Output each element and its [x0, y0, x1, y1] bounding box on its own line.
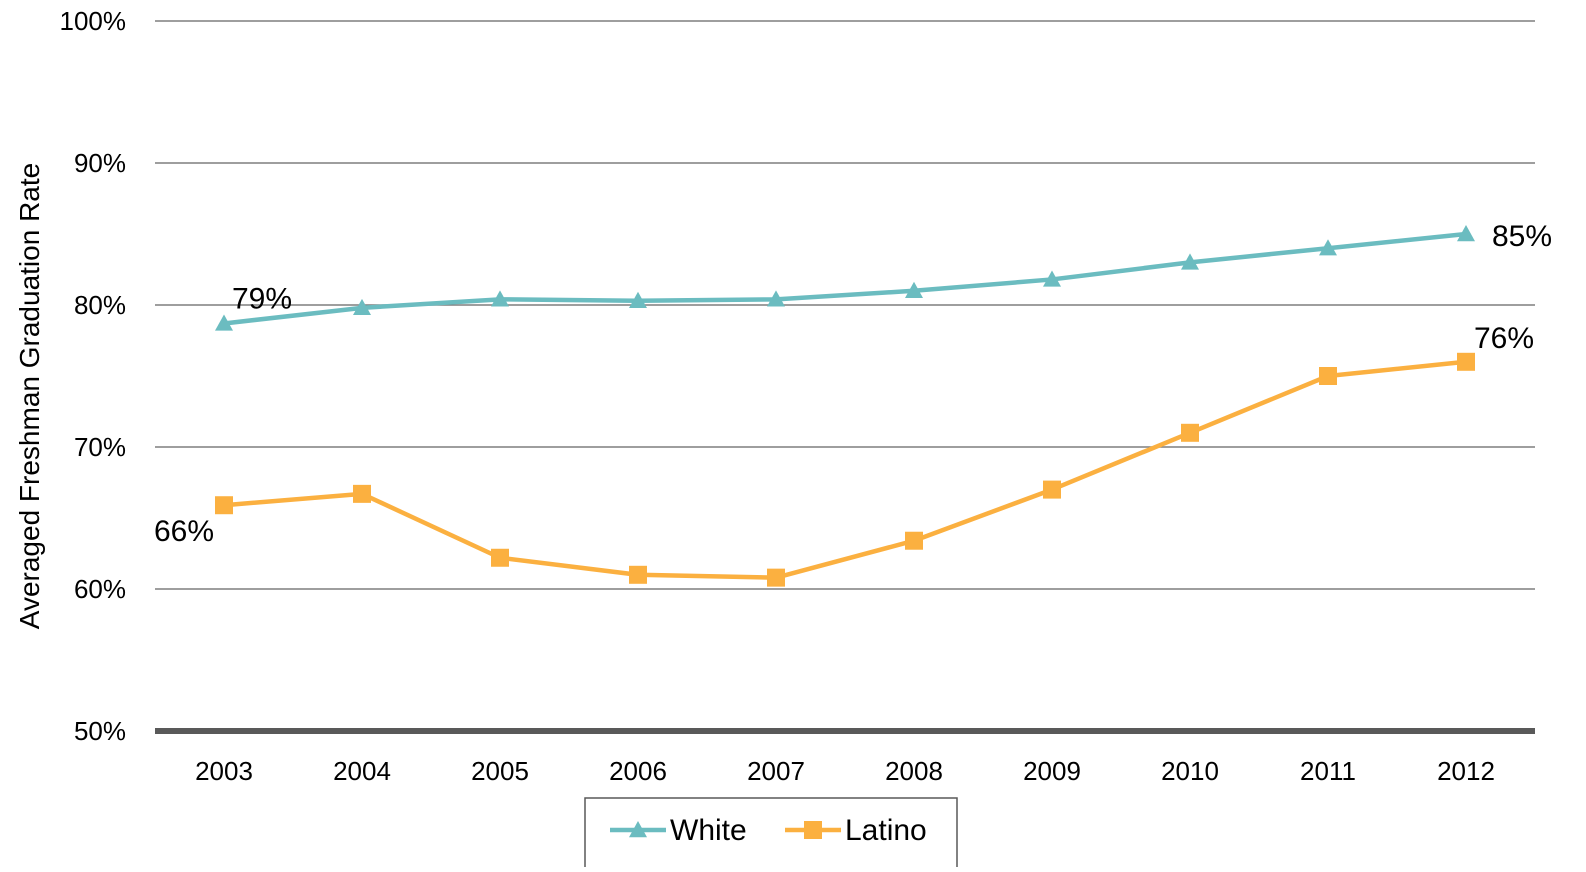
series-line-white	[223, 231, 1467, 326]
data-point-latino	[1043, 480, 1061, 499]
data-point-latino	[215, 496, 233, 515]
x-tick-label: 2005	[471, 756, 529, 786]
legend-item-white: White	[610, 814, 747, 847]
data-labels: 79% 85% 66% 76%	[154, 220, 1552, 548]
data-point-latino	[1457, 352, 1475, 371]
data-point-latino	[491, 548, 509, 567]
x-tick-label: 2003	[195, 756, 253, 786]
data-point-white	[767, 290, 785, 307]
data-point-white	[1043, 270, 1061, 287]
data-point-white	[1181, 253, 1199, 270]
legend-label: Latino	[845, 814, 927, 847]
legend: White Latino	[584, 797, 958, 869]
x-axis-ticks: 2003 2004 2005 2006 2007 2008 2009 2010 2011 2012	[195, 756, 1495, 786]
legend-marker-white	[629, 821, 647, 838]
data-point-latino	[767, 568, 785, 587]
y-tick-label: 60%	[74, 574, 126, 604]
data-point-latino	[353, 484, 371, 503]
data-point-latino	[1319, 367, 1337, 385]
data-label: 66%	[154, 515, 214, 548]
y-tick-label: 80%	[74, 290, 126, 320]
data-point-latino	[629, 565, 647, 584]
y-tick-label: 50%	[74, 716, 126, 746]
legend-box	[584, 797, 958, 869]
data-label: 79%	[232, 282, 292, 315]
x-tick-label: 2010	[1161, 756, 1219, 786]
legend-item-latino: Latino	[785, 814, 927, 847]
y-axis-title: Averaged Freshman Graduation Rate	[14, 163, 45, 629]
data-point-white	[353, 298, 371, 316]
data-point-white	[629, 291, 647, 308]
series-line-latino	[223, 359, 1467, 580]
legend-label: White	[670, 814, 747, 847]
data-label: 76%	[1474, 322, 1534, 355]
y-tick-label: 100%	[60, 6, 127, 36]
data-point-white	[215, 314, 233, 331]
x-tick-label: 2009	[1023, 756, 1081, 786]
series-latino	[215, 352, 1475, 587]
data-point-latino	[905, 531, 923, 550]
x-tick-label: 2011	[1300, 756, 1356, 786]
series-white	[215, 225, 1475, 331]
x-tick-label: 2006	[609, 756, 667, 786]
x-tick-label: 2012	[1437, 756, 1495, 786]
data-point-white	[1319, 239, 1337, 256]
legend-marker-latino	[804, 821, 822, 839]
data-point-white	[1457, 225, 1475, 242]
series-lines	[215, 225, 1475, 587]
y-tick-label: 90%	[74, 148, 126, 178]
y-tick-label: 70%	[74, 432, 126, 462]
x-tick-label: 2007	[747, 756, 805, 786]
data-point-latino	[1181, 423, 1199, 442]
x-tick-label: 2008	[885, 756, 943, 786]
y-axis-ticks: 50% 60% 70% 80% 90% 100%	[60, 6, 127, 746]
data-point-white	[905, 281, 923, 298]
data-point-white	[491, 290, 509, 307]
data-label: 85%	[1492, 220, 1552, 253]
x-tick-label: 2004	[333, 756, 391, 786]
